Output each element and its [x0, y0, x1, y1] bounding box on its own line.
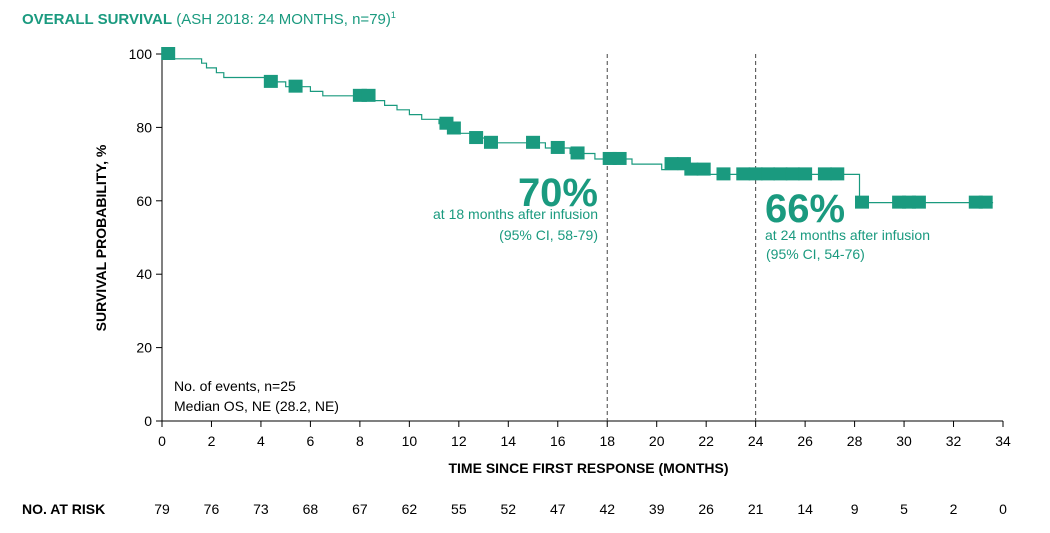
censor-mark: [469, 131, 484, 145]
risk-count: 79: [154, 501, 170, 517]
censor-mark: [446, 121, 461, 135]
x-tick-label: 4: [257, 433, 265, 449]
risk-count: 67: [352, 501, 368, 517]
info-text: Median OS, NE (28.2, NE): [174, 398, 339, 414]
y-axis-label: SURVIVAL PROBABILITY, %: [93, 144, 109, 331]
x-tick-label: 14: [501, 433, 517, 449]
censor-mark: [785, 167, 800, 181]
x-tick-label: 8: [356, 433, 364, 449]
annotation-ci: (95% CI, 54-76): [766, 246, 865, 262]
annotation-percent: 70%: [518, 171, 598, 215]
risk-count: 39: [649, 501, 665, 517]
x-tick-label: 6: [307, 433, 315, 449]
x-tick-label: 24: [748, 433, 764, 449]
censor-mark: [263, 74, 278, 88]
x-tick-label: 12: [451, 433, 467, 449]
censor-mark: [526, 135, 541, 149]
x-tick-label: 34: [995, 433, 1011, 449]
risk-count: 21: [748, 501, 764, 517]
censor-mark: [817, 167, 832, 181]
risk-count: 42: [599, 501, 615, 517]
censor-mark: [288, 79, 303, 93]
risk-count: 26: [698, 501, 714, 517]
censor-mark: [748, 167, 763, 181]
chart-title-footnote: 1: [390, 10, 396, 20]
censor-mark: [684, 162, 699, 176]
chart-title: OVERALL SURVIVAL (ASH 2018: 24 MONTHS, n…: [22, 10, 396, 28]
censor-mark: [773, 167, 788, 181]
censor-mark: [761, 167, 776, 181]
risk-table-label: NO. AT RISK: [22, 501, 105, 517]
censor-mark: [550, 140, 565, 154]
risk-count: 14: [797, 501, 813, 517]
chart-title-rest: (ASH 2018: 24 MONTHS, n=79): [176, 11, 391, 28]
risk-count: 62: [402, 501, 418, 517]
censor-mark: [830, 167, 845, 181]
risk-count: 73: [253, 501, 269, 517]
censor-mark: [664, 157, 679, 171]
x-tick-label: 30: [896, 433, 912, 449]
censor-mark: [612, 151, 627, 165]
risk-count: 2: [950, 501, 958, 517]
x-tick-label: 0: [158, 433, 166, 449]
censor-mark: [361, 88, 376, 102]
x-tick-label: 16: [550, 433, 566, 449]
risk-count: 0: [999, 501, 1007, 517]
x-tick-label: 18: [599, 433, 615, 449]
x-tick-label: 32: [946, 433, 962, 449]
censor-mark: [716, 167, 731, 181]
x-tick-label: 28: [847, 433, 863, 449]
risk-count: 9: [851, 501, 859, 517]
y-tick-label: 100: [129, 46, 153, 62]
risk-count: 76: [204, 501, 220, 517]
censor-mark: [798, 167, 813, 181]
y-tick-label: 60: [136, 193, 152, 209]
x-tick-label: 10: [402, 433, 418, 449]
risk-count: 47: [550, 501, 566, 517]
x-tick-label: 22: [698, 433, 714, 449]
x-tick-label: 26: [797, 433, 813, 449]
risk-count: 52: [501, 501, 517, 517]
censor-mark: [161, 47, 176, 60]
censor-mark: [570, 146, 585, 160]
y-tick-label: 40: [136, 266, 152, 282]
chart-title-bold: OVERALL SURVIVAL: [22, 11, 173, 28]
censor-mark: [911, 195, 926, 209]
y-tick-label: 20: [136, 340, 152, 356]
x-tick-label: 20: [649, 433, 665, 449]
y-tick-label: 80: [136, 119, 152, 135]
censor-mark: [855, 195, 870, 209]
censor-mark: [483, 135, 498, 149]
risk-count: 5: [900, 501, 908, 517]
censor-mark: [696, 162, 711, 176]
x-tick-label: 2: [208, 433, 216, 449]
annotation-ci: (95% CI, 58-79): [499, 227, 598, 243]
x-axis-label: TIME SINCE FIRST RESPONSE (MONTHS): [448, 460, 728, 476]
survival-curve-line: [162, 53, 994, 204]
risk-count: 68: [303, 501, 319, 517]
annotation-percent: 66%: [765, 187, 845, 231]
censor-mark: [978, 195, 993, 209]
info-text: No. of events, n=25: [174, 378, 296, 394]
annotation-description: at 24 months after infusion: [765, 227, 930, 243]
risk-count: 55: [451, 501, 467, 517]
censor-mark: [736, 167, 751, 181]
annotation-description: at 18 months after infusion: [433, 206, 598, 222]
y-tick-label: 0: [144, 413, 152, 429]
